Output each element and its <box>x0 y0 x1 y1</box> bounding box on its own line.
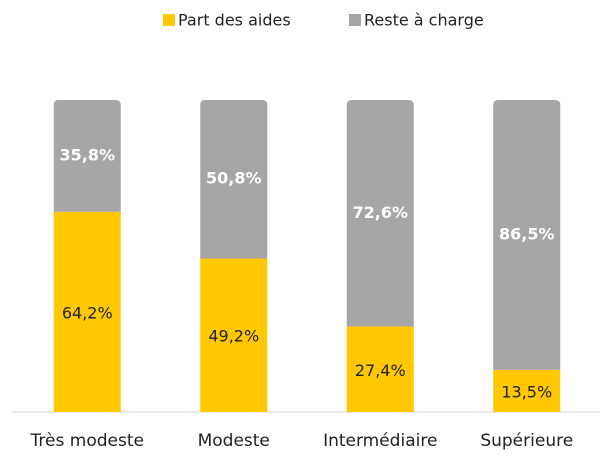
legend-label: Part des aides <box>178 11 291 30</box>
bar-segment <box>493 369 561 412</box>
bar-segment <box>493 100 561 370</box>
bar-segment <box>200 258 268 412</box>
legend-swatch <box>163 14 175 26</box>
legend-swatch <box>349 14 361 26</box>
legend-label: Reste à charge <box>364 11 484 30</box>
bar-segment <box>53 100 121 212</box>
data-label: 50,8% <box>206 169 262 188</box>
data-label: 86,5% <box>499 224 555 243</box>
data-label: 27,4% <box>355 361 406 380</box>
data-label: 49,2% <box>208 327 259 346</box>
bar-segment <box>346 326 414 412</box>
x-tick-label: Très modeste <box>30 431 144 451</box>
bar-segment <box>346 100 414 327</box>
bar-segment <box>53 211 121 412</box>
x-tick-label: Intermédiaire <box>323 431 437 451</box>
data-label: 35,8% <box>59 145 115 164</box>
data-label: 72,6% <box>352 203 408 222</box>
x-tick-label: Supérieure <box>480 431 573 451</box>
data-label: 64,2% <box>62 303 113 322</box>
data-label: 13,5% <box>501 382 552 401</box>
x-tick-label: Modeste <box>198 431 270 451</box>
bar-segment <box>200 100 268 259</box>
